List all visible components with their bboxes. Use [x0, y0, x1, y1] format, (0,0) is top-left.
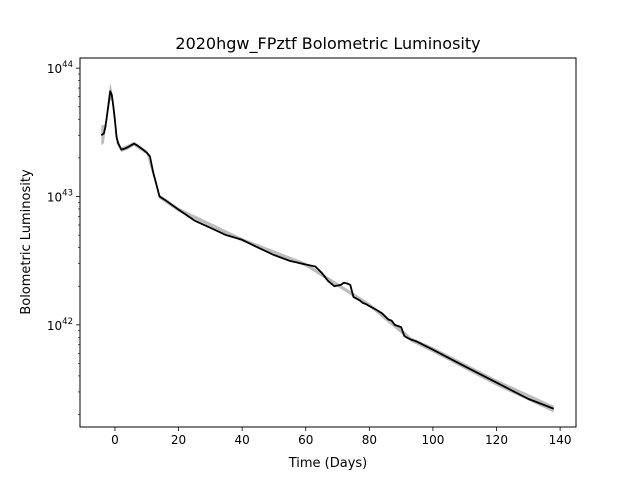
y-tick-label: 1044	[47, 60, 73, 76]
y-axis: 1042 1043 1044	[47, 60, 80, 415]
x-tick-label: 120	[485, 433, 508, 447]
luminosity-line	[100, 90, 555, 410]
y-axis-label: Bolometric Luminosity	[19, 169, 34, 315]
x-tick-label: 80	[362, 433, 377, 447]
x-tick-label: 40	[235, 433, 250, 447]
y-tick-label: 1042	[47, 317, 73, 333]
chart-title: 2020hgw_FPztf Bolometric Luminosity	[175, 34, 480, 54]
y-tick-label: 1043	[47, 189, 73, 205]
x-tick-label: 20	[171, 433, 186, 447]
plot-frame	[79, 57, 577, 428]
series-line-layer	[100, 90, 555, 410]
x-tick-label: 140	[549, 433, 572, 447]
plot-area	[80, 58, 576, 427]
x-axis-label: Time (Days)	[288, 456, 368, 471]
x-tick-label: 100	[421, 433, 444, 447]
x-axis: 0 20 40 60 80 100 120 140	[111, 427, 572, 447]
x-tick-label: 0	[111, 433, 119, 447]
x-tick-label: 60	[298, 433, 313, 447]
